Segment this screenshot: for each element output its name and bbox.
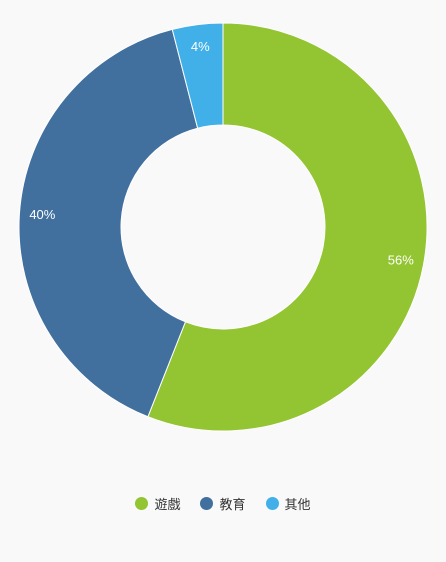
legend-item-games[interactable]: 遊戲 <box>135 494 180 513</box>
data-label-education: 40% <box>29 207 55 222</box>
legend-swatch-other <box>265 497 279 510</box>
data-label-games: 56% <box>388 252 414 267</box>
slice-other[interactable] <box>171 22 224 129</box>
data-label-other: 4% <box>191 39 210 54</box>
legend-item-education[interactable]: 教育 <box>200 494 246 513</box>
slice-games[interactable] <box>147 22 428 432</box>
slice-education[interactable] <box>18 28 199 418</box>
legend-label-education: 教育 <box>219 497 246 512</box>
legend-label-games: 遊戲 <box>154 497 181 512</box>
legend-item-other[interactable]: 其他 <box>265 494 311 513</box>
legend: 遊戲 教育 其他 <box>0 494 446 513</box>
legend-swatch-education <box>200 497 214 510</box>
legend-label-other: 其他 <box>284 497 311 512</box>
legend-swatch-games <box>135 497 149 510</box>
donut-chart: 56% 40% 4% <box>18 22 428 432</box>
